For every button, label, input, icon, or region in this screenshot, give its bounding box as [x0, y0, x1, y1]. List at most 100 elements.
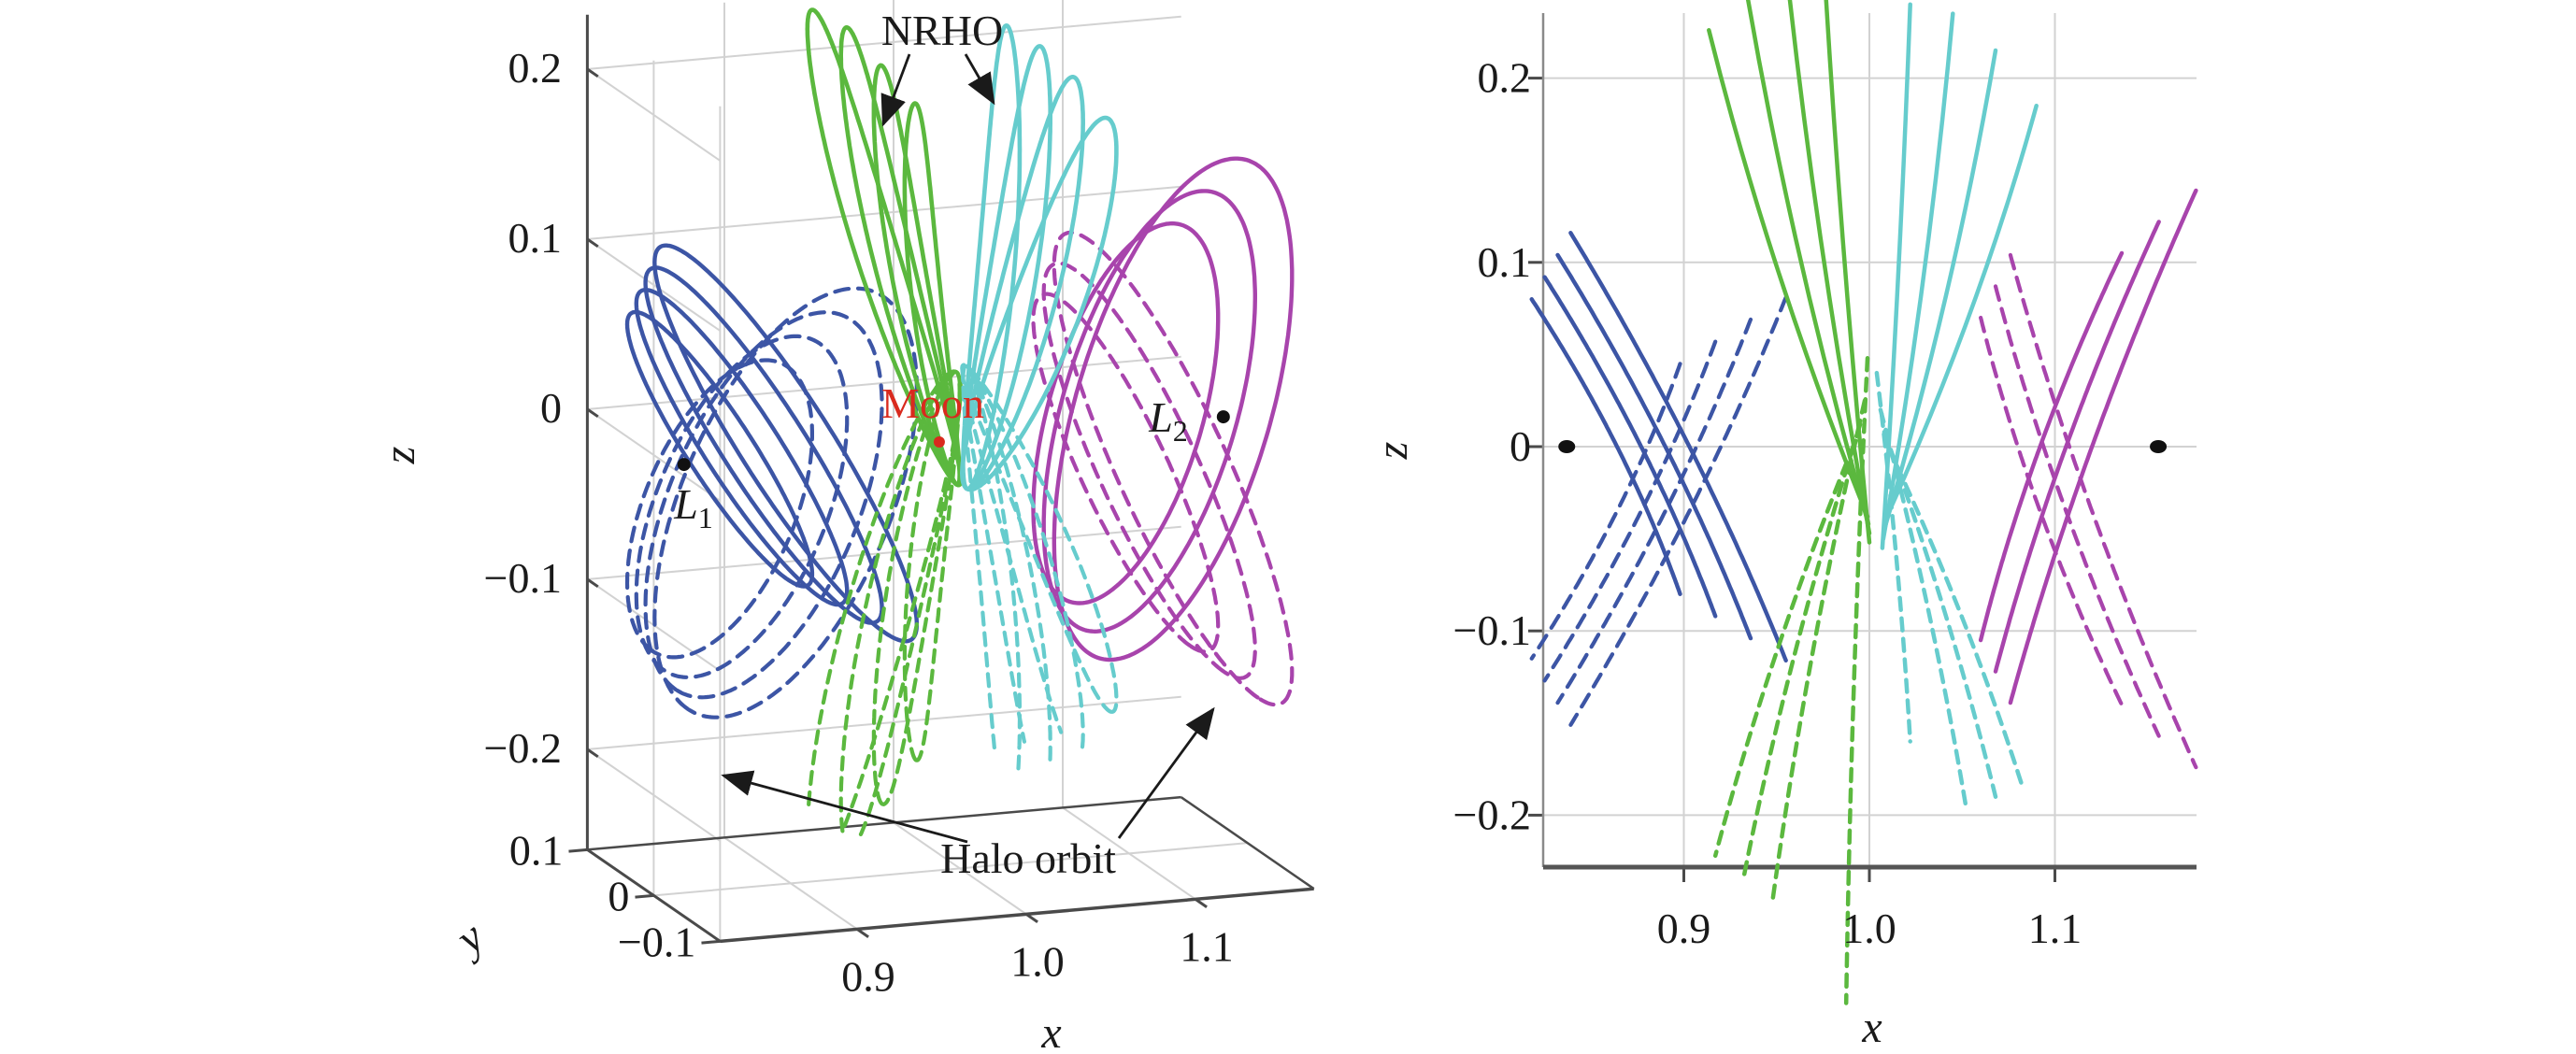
- right-z-tick-label: 0: [1510, 422, 1531, 470]
- left-right-bottom-edge: [1180, 796, 1315, 890]
- left-y-tick-label: 0: [608, 872, 629, 919]
- right-x-tick-label: 1.0: [1842, 904, 1896, 952]
- l2-point-label: L2: [1149, 396, 1188, 447]
- right-l1-dot: [1558, 440, 1576, 453]
- grid-floor-y: [653, 842, 1248, 897]
- l1-halo-solid: [652, 243, 919, 644]
- left-z-tick: [586, 577, 599, 589]
- l2-nrho-xz-dashed: [1874, 370, 1912, 744]
- left-x-tick: [856, 928, 869, 938]
- l2-nrho-xz-solid: [1882, 48, 1998, 532]
- l2-nrho-xz-dashed: [1882, 429, 1998, 799]
- l1-halo-xz-dashed: [1568, 295, 1788, 727]
- right-x-tick-label: 0.9: [1657, 904, 1711, 952]
- left-z-tick: [586, 237, 599, 249]
- l2-nrho-xz-solid: [1882, 103, 2039, 523]
- left-z-tick-label: 0.1: [508, 214, 563, 262]
- nrho-arrow-cyan: [964, 53, 995, 106]
- grid-backwall-z: [587, 15, 1181, 70]
- l1-nrho-xz-dashed: [1843, 356, 1870, 1005]
- right-z-tick-label: −0.2: [1453, 790, 1531, 838]
- l1-nrho-xz-solid: [1787, 0, 1872, 535]
- left-x-axis-edge: [720, 887, 1314, 944]
- l1-label-letter: L: [674, 480, 698, 528]
- l2-halo-dashed: [1052, 230, 1295, 707]
- left-x-tick-label: 1.0: [1010, 937, 1065, 985]
- left-l1-dot: [677, 458, 691, 472]
- l2-nrho-dashed: [960, 363, 1119, 714]
- l1-halo-solid: [634, 288, 850, 607]
- l1-halo-xz-solid: [1529, 297, 1682, 596]
- l1-halo-xz-dashed: [1529, 362, 1682, 661]
- left-panel-grid: [586, 0, 1248, 942]
- grid-backwall-z: [587, 355, 1181, 410]
- left-z-tick-label: 0: [540, 384, 562, 432]
- right-z-tick-label: 0.2: [1478, 54, 1532, 102]
- lagrange-and-moon-markers: [677, 410, 2168, 472]
- l1-nrho-xz-solid: [1745, 0, 1871, 527]
- l1-nrho-xz-dashed: [1740, 422, 1863, 882]
- l1-nrho-dashed: [807, 369, 963, 831]
- right-z-axis-label: z: [1367, 441, 1417, 460]
- l1-nrho-xz-solid: [1707, 28, 1870, 520]
- l1-halo-dashed: [643, 310, 884, 700]
- left-y-tick: [635, 893, 654, 899]
- l2-halo-xz-solid: [1993, 220, 2161, 674]
- l2-nrho-solid: [959, 115, 1119, 492]
- left-moon-dot: [933, 435, 945, 448]
- grid-backwall-z: [587, 525, 1181, 580]
- left-z-axis-label: z: [375, 446, 424, 464]
- right-panel-grid: [1543, 13, 2197, 867]
- left-y-tick-label: 0.1: [509, 826, 564, 874]
- nrho-annotation: NRHO: [880, 7, 1004, 54]
- l2-nrho-xz-solid: [1880, 2, 1912, 550]
- l1-label-subscript: 1: [697, 501, 713, 535]
- halo-arrow-magenta: [1117, 706, 1215, 839]
- right-z-tick-label: −0.1: [1453, 606, 1531, 654]
- left-l2-dot: [1216, 410, 1230, 424]
- l1-halo-xz-dashed: [1542, 339, 1718, 683]
- left-z-tick: [586, 67, 599, 78]
- left-x-axis-label: x: [1041, 1008, 1062, 1054]
- l1-halo-solid: [643, 265, 884, 625]
- l2-halo-solid: [1041, 189, 1258, 634]
- right-x-tick-label: 1.1: [2028, 904, 2082, 952]
- l2-halo-xz-dashed: [2008, 252, 2198, 770]
- left-z-tick: [586, 407, 599, 419]
- l1-nrho-xz-dashed: [1712, 440, 1857, 859]
- tick-labels: 0.20.10−0.1−0.20.10−0.10.9 1.0 1.1 0.9 1.0 1.…: [484, 44, 2082, 1000]
- l2-nrho-xz-dashed: [1885, 444, 2025, 787]
- l1-halo-xz-solid: [1568, 230, 1788, 662]
- halo-orbit-annotation: Halo orbit: [940, 834, 1116, 882]
- l2-halo-dashed: [1041, 261, 1257, 680]
- l2-halo-xz-solid: [2008, 188, 2198, 705]
- halo-arrow-blue: [721, 770, 968, 844]
- left-panel-orbit-curves: [624, 7, 1295, 844]
- right-panel-orbit-curves: [1529, 0, 2198, 1005]
- right-z-tick-label: 0.1: [1478, 238, 1532, 286]
- left-back-bottom-edge: [587, 795, 1181, 851]
- left-z-tick: [586, 748, 599, 759]
- left-x-tick-label: 0.9: [841, 952, 895, 1000]
- l2-halo-solid: [1052, 156, 1295, 662]
- l1-nrho-dashed: [838, 369, 963, 844]
- l2-halo-xz-dashed: [1993, 284, 2161, 738]
- left-x-tick: [1025, 913, 1038, 923]
- left-x-tick: [1195, 898, 1208, 908]
- l2-halo-xz-solid: [1978, 250, 2125, 643]
- l2-label-subscript: 2: [1172, 414, 1188, 449]
- l1-nrho-solid: [805, 7, 964, 488]
- moon-annotation: Moon: [881, 379, 984, 427]
- l1-halo-xz-solid: [1555, 252, 1753, 641]
- grid-backwall-z: [587, 185, 1181, 240]
- l2-nrho-dashed: [960, 363, 1085, 749]
- l1-halo-solid: [624, 309, 815, 589]
- left-z-tick-label: 0.2: [508, 44, 563, 92]
- left-y-tick: [701, 939, 721, 945]
- left-panel-axes: [568, 14, 1315, 945]
- l1-nrho-xz-dashed: [1770, 398, 1868, 901]
- l2-halo-dashed: [1031, 292, 1221, 654]
- left-y-tick: [568, 847, 588, 853]
